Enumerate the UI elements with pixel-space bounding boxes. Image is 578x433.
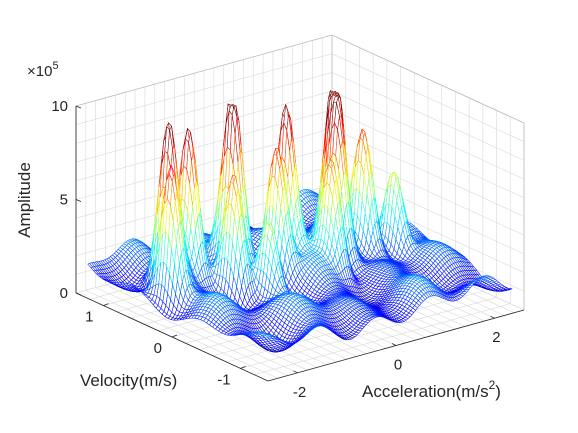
grid-line — [75, 90, 525, 180]
grid-line — [75, 72, 525, 161]
box-edge — [331, 34, 525, 124]
grid-line — [254, 303, 511, 376]
grid-line — [75, 34, 525, 124]
grid-line — [240, 297, 497, 369]
surface-mesh — [87, 89, 513, 353]
box-edge — [75, 34, 333, 107]
grid-line — [75, 109, 525, 199]
grid-line — [75, 53, 525, 142]
